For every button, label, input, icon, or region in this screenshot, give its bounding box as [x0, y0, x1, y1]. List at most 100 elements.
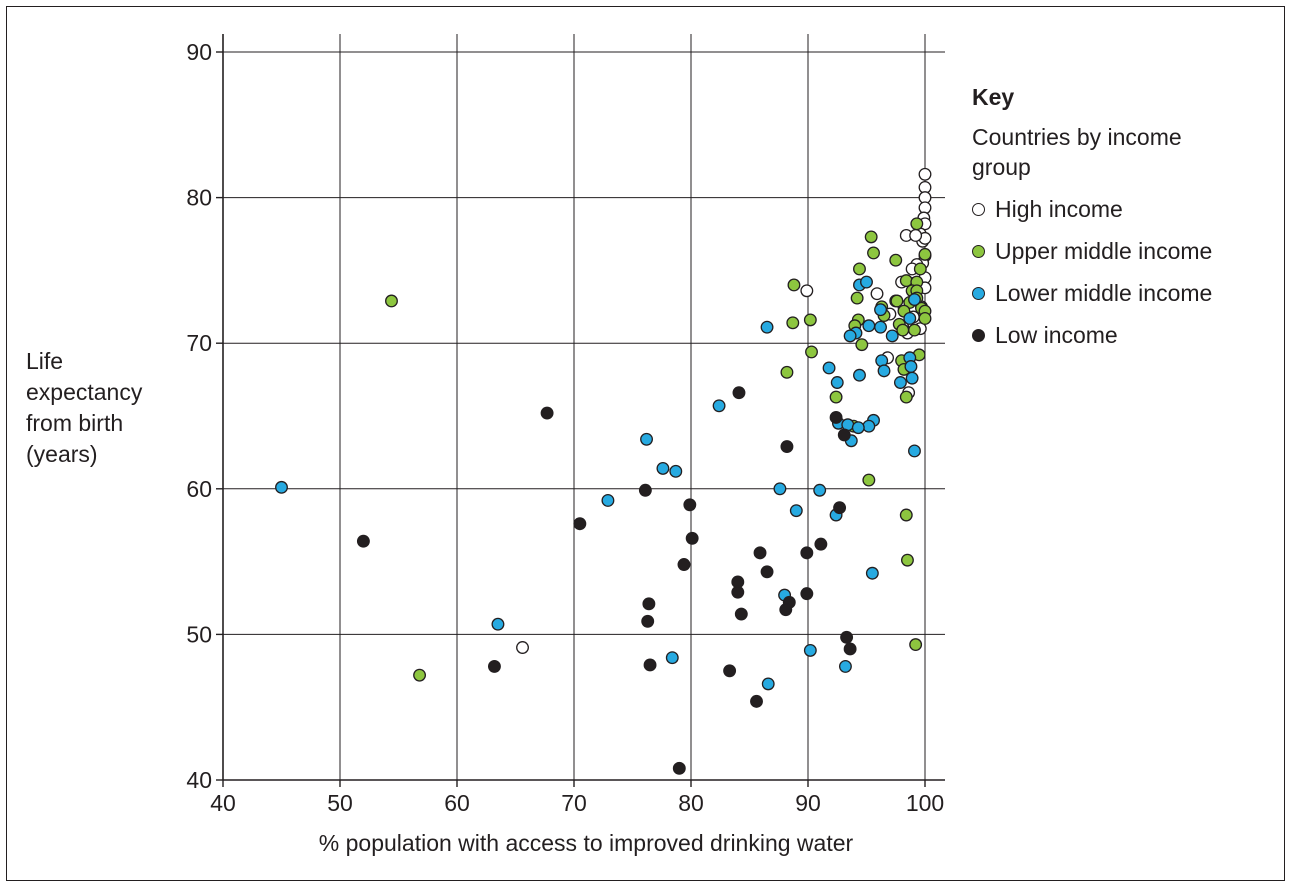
data-point-lower-middle-income: [851, 421, 865, 435]
y-axis-label-line: (years): [26, 441, 98, 467]
data-point-lower-middle-income: [903, 311, 917, 325]
y-axis-label-line: expectancy: [26, 379, 143, 405]
data-point-upper-middle-income: [786, 316, 800, 330]
data-point-lower-middle-income: [491, 617, 505, 631]
data-point-upper-middle-income: [918, 311, 932, 325]
legend-marker-lower-middle-income: [972, 286, 985, 300]
y-tick-label: 80: [186, 185, 212, 211]
legend-label: Upper middle income: [995, 238, 1213, 264]
data-point-upper-middle-income: [855, 338, 869, 352]
legend-item-upper-middle-income: Upper middle income: [972, 230, 1232, 272]
data-point-low-income: [843, 642, 857, 656]
y-axis-label-line: Life: [26, 348, 64, 374]
data-point-low-income: [760, 565, 774, 579]
y-tick-label: 40: [186, 767, 212, 793]
x-tick-label: 90: [795, 790, 821, 816]
x-tick-label: 100: [906, 790, 944, 816]
y-tick-label: 70: [186, 330, 212, 356]
x-tick-label: 40: [210, 790, 236, 816]
data-point-lower-middle-income: [640, 432, 653, 446]
x-tick-label: 60: [444, 790, 470, 816]
data-point-lower-middle-income: [601, 493, 615, 507]
data-point-lower-middle-income: [908, 293, 921, 306]
data-point-lower-middle-income: [893, 376, 907, 389]
data-point-upper-middle-income: [862, 473, 876, 487]
x-tick-label: 80: [678, 790, 704, 816]
data-point-upper-middle-income: [910, 217, 924, 231]
legend-label: High income: [995, 196, 1123, 222]
data-point-low-income: [779, 603, 793, 617]
data-point-lower-middle-income: [712, 399, 726, 413]
data-point-upper-middle-income: [899, 390, 913, 404]
data-point-low-income: [356, 534, 370, 548]
axes: [216, 34, 945, 787]
legend-marker-upper-middle-income: [972, 244, 985, 258]
x-tick-label: 50: [327, 790, 353, 816]
data-point-low-income: [540, 406, 554, 420]
y-tick-label: 60: [186, 476, 212, 502]
chart-frame: [6, 6, 1285, 881]
data-point-upper-middle-income: [864, 230, 878, 244]
data-point-upper-middle-income: [385, 294, 398, 308]
data-point-low-income: [753, 546, 767, 560]
data-point-low-income: [750, 694, 763, 708]
data-point-low-income: [683, 498, 697, 512]
data-point-upper-middle-income: [780, 365, 794, 379]
data-point-upper-middle-income: [909, 638, 923, 652]
x-axis-label: % population with access to improved dri…: [318, 830, 854, 856]
legend-item-low-income: Low income: [972, 314, 1232, 356]
data-point-lower-middle-income: [874, 303, 887, 317]
legend-marker-low-income: [972, 328, 985, 342]
legend-item-high-income: High income: [972, 188, 1232, 230]
data-point-low-income: [731, 585, 745, 599]
data-point-lower-middle-income: [904, 360, 918, 373]
data-point-lower-middle-income: [905, 371, 919, 385]
legend: Key Countries by income group High incom…: [972, 82, 1232, 356]
data-point-low-income: [677, 558, 691, 571]
data-point-lower-middle-income: [843, 329, 857, 343]
data-point-lower-middle-income: [830, 376, 844, 389]
data-point-low-income: [840, 630, 854, 644]
data-point-lower-middle-income: [862, 319, 876, 333]
data-point-upper-middle-income: [908, 323, 921, 337]
y-axis-label: Life expectancy from birth (years): [26, 346, 196, 470]
legend-item-lower-middle-income: Lower middle income: [972, 272, 1232, 314]
data-point-upper-middle-income: [899, 508, 913, 522]
data-point-lower-middle-income: [789, 504, 803, 518]
data-point-lower-middle-income: [874, 320, 887, 334]
data-point-upper-middle-income: [867, 246, 880, 260]
data-point-lower-middle-income: [908, 444, 921, 458]
data-point-lower-middle-income: [760, 320, 774, 334]
data-point-upper-middle-income: [901, 553, 914, 567]
data-point-low-income: [573, 517, 587, 531]
data-point-upper-middle-income: [889, 253, 903, 267]
data-point-lower-middle-income: [665, 651, 679, 665]
legend-title: Key: [972, 84, 1015, 110]
data-points: [275, 167, 932, 775]
data-point-upper-middle-income: [850, 291, 864, 305]
y-axis-label-line: from birth: [26, 410, 124, 436]
data-point-low-income: [723, 664, 737, 678]
data-point-lower-middle-income: [275, 480, 288, 494]
data-point-lower-middle-income: [822, 361, 836, 375]
data-point-lower-middle-income: [838, 659, 852, 673]
data-point-lower-middle-income: [865, 566, 879, 580]
data-point-upper-middle-income: [853, 262, 866, 276]
data-point-upper-middle-income: [890, 294, 904, 308]
data-point-low-income: [487, 659, 501, 673]
data-point-lower-middle-income: [669, 464, 683, 478]
data-point-low-income: [800, 546, 814, 560]
data-point-upper-middle-income: [829, 390, 843, 404]
data-point-high-income: [516, 641, 529, 654]
data-point-low-income: [685, 531, 699, 545]
legend-label: Lower middle income: [995, 280, 1213, 306]
grid-lines: [223, 34, 945, 780]
y-tick-label: 90: [186, 39, 212, 65]
data-point-upper-middle-income: [803, 313, 817, 327]
data-point-lower-middle-income: [885, 329, 899, 343]
data-point-low-income: [642, 597, 656, 611]
data-point-low-income: [837, 428, 851, 442]
data-point-high-income: [800, 284, 814, 298]
data-point-low-income: [641, 614, 655, 628]
